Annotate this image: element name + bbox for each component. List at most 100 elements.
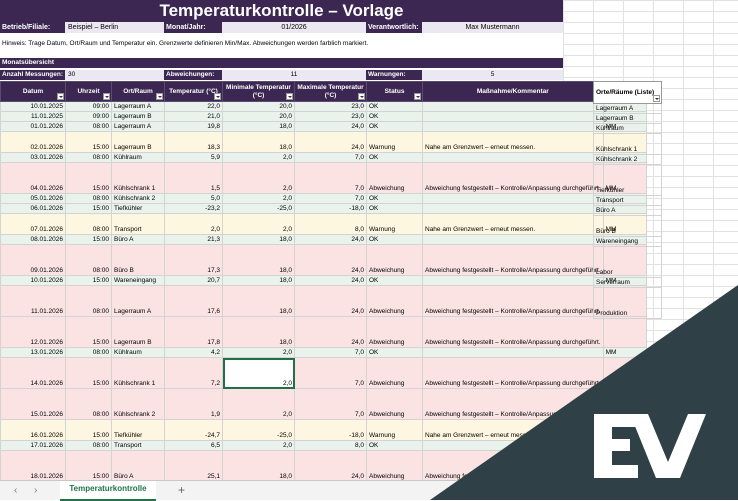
- cell-zeit[interactable]: 15:00: [65, 275, 112, 286]
- cell-massnahme[interactable]: [422, 203, 604, 214]
- cell-max[interactable]: 24,0: [294, 234, 367, 245]
- orte-list-header[interactable]: Orte/Räume (Liste): [593, 81, 662, 104]
- cell-ort[interactable]: Lagerraum A: [111, 101, 165, 112]
- cell-status[interactable]: Warnung: [366, 419, 423, 441]
- cell-status[interactable]: Abweichung: [366, 244, 423, 276]
- cell-temp[interactable]: 17,3: [164, 244, 223, 276]
- cell-datum[interactable]: 12.01.2026: [0, 316, 66, 348]
- cell-max[interactable]: -18,0: [294, 203, 367, 214]
- cell-max[interactable]: 24,0: [294, 121, 367, 132]
- cell-massnahme[interactable]: [422, 152, 604, 163]
- cell-zeit[interactable]: 15:00: [65, 162, 112, 194]
- column-header[interactable]: Temperatur (°C): [164, 81, 223, 102]
- cell-min[interactable]: 18,0: [222, 275, 295, 286]
- cell-status[interactable]: OK: [366, 121, 423, 132]
- cell-zeit[interactable]: 08:00: [65, 440, 112, 451]
- cell-massnahme[interactable]: [422, 193, 604, 204]
- cell-min[interactable]: 20,0: [222, 111, 295, 122]
- cell-temp[interactable]: -23,2: [164, 203, 223, 214]
- cell-zeit[interactable]: 08:00: [65, 152, 112, 163]
- cell-max[interactable]: 24,0: [294, 275, 367, 286]
- filter-dropdown-icon[interactable]: [214, 93, 221, 100]
- cell-zeit[interactable]: 15:00: [65, 450, 112, 482]
- cell-min[interactable]: 2,0: [222, 193, 295, 204]
- orte-list-item[interactable]: Büro B: [593, 215, 662, 237]
- warnungen-value[interactable]: 5: [422, 70, 563, 80]
- cell-name[interactable]: [602, 357, 647, 389]
- cell-name[interactable]: MM: [602, 419, 647, 441]
- cell-status[interactable]: Abweichung: [366, 316, 423, 348]
- cell-status[interactable]: OK: [366, 101, 423, 112]
- cell-min[interactable]: 2,0: [222, 213, 295, 235]
- orte-list-item[interactable]: Tiefkühler: [593, 164, 662, 196]
- cell-max[interactable]: 24,0: [294, 131, 367, 153]
- orte-list-item[interactable]: Lagerraum B: [593, 113, 662, 124]
- column-header[interactable]: Maßnahme/Kommentar: [422, 81, 604, 102]
- cell-min[interactable]: 2,0: [222, 388, 295, 420]
- cell-datum[interactable]: 16.01.2026: [0, 419, 66, 441]
- cell-zeit[interactable]: 15:00: [65, 131, 112, 153]
- cell-status[interactable]: OK: [366, 234, 423, 245]
- cell-max[interactable]: 7,0: [294, 357, 367, 389]
- cell-zeit[interactable]: 15:00: [65, 316, 112, 348]
- cell-zeit[interactable]: 08:00: [65, 213, 112, 235]
- cell-zeit[interactable]: 08:00: [65, 347, 112, 358]
- cell-datum[interactable]: 04.01.2026: [0, 162, 66, 194]
- cell-min[interactable]: 18,0: [222, 285, 295, 317]
- cell-status[interactable]: OK: [366, 275, 423, 286]
- column-header[interactable]: Datum: [0, 81, 66, 102]
- cell-datum[interactable]: 09.01.2026: [0, 244, 66, 276]
- cell-name[interactable]: MM: [602, 347, 647, 358]
- cell-massnahme[interactable]: [422, 121, 604, 132]
- prev-sheet-icon[interactable]: ‹: [14, 485, 18, 496]
- filter-dropdown-icon[interactable]: [286, 93, 293, 100]
- cell-zeit[interactable]: 08:00: [65, 244, 112, 276]
- cell-massnahme[interactable]: [422, 234, 604, 245]
- cell-temp[interactable]: 22,0: [164, 101, 223, 112]
- betrieb-value[interactable]: Beispiel – Berlin: [65, 22, 164, 33]
- cell-ort[interactable]: Kühlschrank 2: [111, 193, 165, 204]
- cell-status[interactable]: OK: [366, 193, 423, 204]
- cell-name[interactable]: [602, 440, 647, 451]
- cell-temp[interactable]: 21,0: [164, 111, 223, 122]
- orte-list-item[interactable]: Büro A: [593, 205, 662, 216]
- cell-ort[interactable]: Kühlraum: [111, 152, 165, 163]
- cell-ort[interactable]: Büro A: [111, 450, 165, 482]
- cell-ort[interactable]: Transport: [111, 213, 165, 235]
- orte-list-item[interactable]: Wareneingang: [593, 236, 662, 247]
- cell-zeit[interactable]: 15:00: [65, 357, 112, 389]
- next-sheet-icon[interactable]: ›: [34, 485, 38, 496]
- cell-massnahme[interactable]: Nahe am Grenzwert – erneut messen.: [422, 213, 604, 235]
- column-header[interactable]: Ort/Raum: [111, 81, 165, 102]
- cell-temp[interactable]: 1,5: [164, 162, 223, 194]
- cell-datum[interactable]: 07.01.2026: [0, 213, 66, 235]
- cell-datum[interactable]: 15.01.2026: [0, 388, 66, 420]
- cell-datum[interactable]: 14.01.2026: [0, 357, 66, 389]
- cell-min[interactable]: 18,0: [222, 121, 295, 132]
- cell-datum[interactable]: 10.01.2025: [0, 101, 66, 112]
- cell-name[interactable]: [602, 388, 647, 420]
- cell-massnahme[interactable]: Abweichung festgestellt – Kontrolle/Anpa…: [422, 388, 604, 420]
- cell-ort[interactable]: Büro A: [111, 234, 165, 245]
- cell-ort[interactable]: Tiefkühler: [111, 203, 165, 214]
- cell-datum[interactable]: 18.01.2026: [0, 450, 66, 482]
- cell-massnahme[interactable]: Nahe am Grenzwert – erneut messen.: [422, 419, 604, 441]
- cell-status[interactable]: OK: [366, 203, 423, 214]
- cell-massnahme[interactable]: Abweichung festgestellt – Kontrolle/Anpa…: [422, 285, 604, 317]
- cell-temp[interactable]: 17,8: [164, 316, 223, 348]
- column-header[interactable]: Maximale Temperatur (°C): [294, 81, 367, 102]
- cell-status[interactable]: Abweichung: [366, 388, 423, 420]
- cell-zeit[interactable]: 08:00: [65, 285, 112, 317]
- cell-max[interactable]: 8,0: [294, 213, 367, 235]
- cell-ort[interactable]: Kühlschrank 1: [111, 162, 165, 194]
- cell-zeit[interactable]: 15:00: [65, 234, 112, 245]
- cell-zeit[interactable]: 08:00: [65, 121, 112, 132]
- filter-dropdown-icon[interactable]: [156, 93, 163, 100]
- cell-ort[interactable]: Lagerraum A: [111, 285, 165, 317]
- cell-massnahme[interactable]: Nahe am Grenzwert – erneut messen.: [422, 131, 604, 153]
- cell-ort[interactable]: Transport: [111, 440, 165, 451]
- cell-min[interactable]: 18,0: [222, 450, 295, 482]
- column-header[interactable]: Status: [366, 81, 423, 102]
- cell-max[interactable]: 7,0: [294, 162, 367, 194]
- cell-ort[interactable]: Wareneingang: [111, 275, 165, 286]
